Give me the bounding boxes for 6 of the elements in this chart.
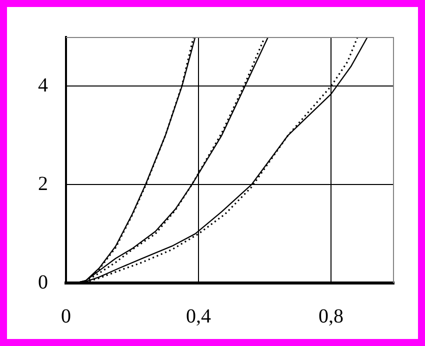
x-tick-label: 0,8: [318, 305, 344, 328]
y-tick-label: 4: [38, 74, 48, 96]
x-tick-label: 0: [61, 305, 71, 328]
x-tick-label: 0,4: [186, 305, 212, 328]
y-tick-label: 2: [38, 172, 48, 195]
y-tick-label: 0: [38, 271, 48, 294]
